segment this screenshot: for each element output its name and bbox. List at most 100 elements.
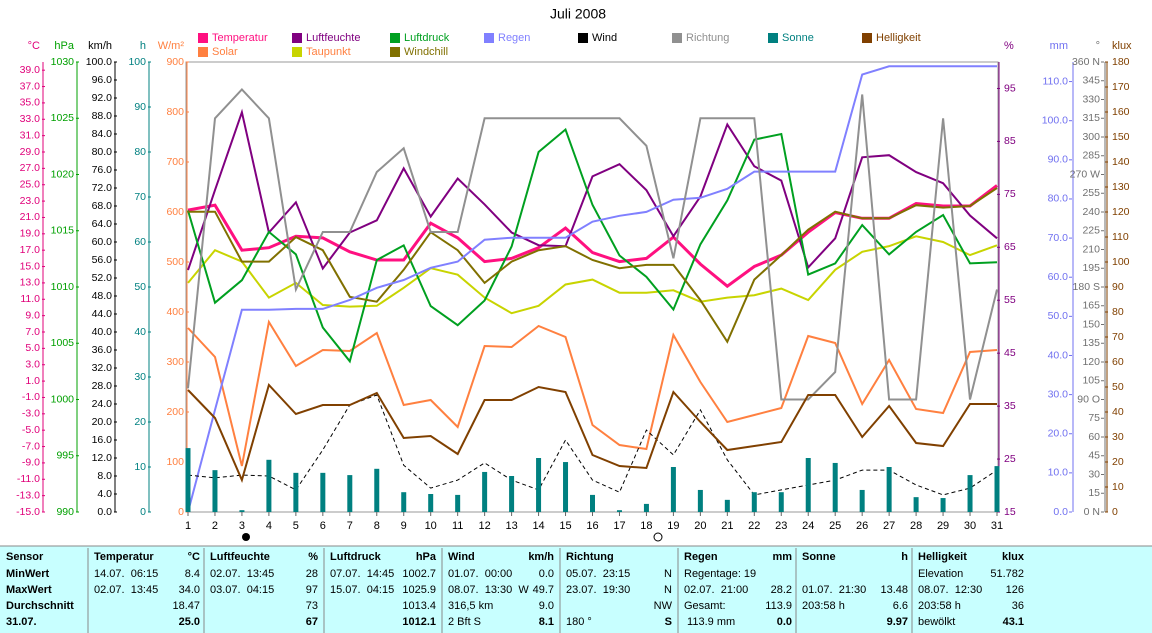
table-value: 0.0 <box>539 568 554 580</box>
y-tick-label: 20 <box>134 416 146 428</box>
legend-swatch <box>198 47 208 57</box>
x-tick-label: 30 <box>964 520 976 532</box>
y-tick-label: 240 <box>1082 206 1100 218</box>
legend-swatch <box>862 33 872 43</box>
y-tick-label: 24.0 <box>92 398 113 410</box>
table-value: 18.47 <box>172 600 200 612</box>
y-tick-label: 55 <box>1004 294 1016 306</box>
y-tick-label: 0 <box>1112 506 1118 518</box>
bar <box>509 476 515 512</box>
y-tick-label: 100 <box>128 56 146 68</box>
legend-swatch <box>768 33 778 43</box>
y-tick-label: 0.0 <box>1053 506 1068 518</box>
table-value: 36 <box>1012 600 1024 612</box>
y-tick-label: 68.0 <box>92 200 113 212</box>
y-tick-label: 56.0 <box>92 254 113 266</box>
legend-label: Luftfeuchte <box>306 32 360 44</box>
y-tick-label: 0 <box>140 506 146 518</box>
legend-label: Richtung <box>686 32 729 44</box>
y-tick-label: 995 <box>56 450 74 462</box>
x-tick-label: 7 <box>347 520 353 532</box>
legend-label: Solar <box>212 46 238 58</box>
table-cell: 02.07. 21:00 <box>684 584 748 596</box>
bar <box>266 459 272 512</box>
legend-swatch <box>578 33 588 43</box>
y-tick-label: 96.0 <box>92 74 113 86</box>
table-header: Richtung <box>566 551 614 563</box>
y-tick-label: 130 <box>1112 181 1130 193</box>
y-tick-label: 65 <box>1004 241 1016 253</box>
x-tick-label: 16 <box>586 520 598 532</box>
x-tick-label: 18 <box>640 520 652 532</box>
table-cell: 05.07. 23:15 <box>566 568 630 580</box>
y-tick-label: -11.0 <box>17 473 40 485</box>
legend-swatch <box>390 33 400 43</box>
y-tick-label: 31.0 <box>20 129 41 141</box>
bar <box>293 472 299 512</box>
bar <box>643 503 649 512</box>
bar <box>347 475 353 512</box>
y-tick-label: -1.0 <box>22 391 40 403</box>
y-tick-label: 285 <box>1082 150 1100 162</box>
y-tick-label: 25.0 <box>20 179 41 191</box>
x-tick-label: 5 <box>293 520 299 532</box>
y-tick-label: 30 <box>134 371 146 383</box>
y-tick-label: 150 <box>1082 318 1100 330</box>
moon-icon <box>653 532 663 542</box>
table-value: NW <box>654 600 673 612</box>
y-tick-label: 160 <box>1112 106 1130 118</box>
y-tick-label: 21.0 <box>20 211 41 223</box>
table-cell: 07.07. 14:45 <box>330 568 394 580</box>
bar <box>536 458 542 512</box>
y-tick-label: 90 <box>134 101 146 113</box>
bar <box>886 467 892 512</box>
y-tick-label: 40.0 <box>92 326 113 338</box>
table-value: 1002.7 <box>402 568 436 580</box>
x-tick-label: 6 <box>320 520 326 532</box>
y-tick-label: 4.0 <box>97 488 112 500</box>
bar <box>320 472 326 512</box>
table-value: N <box>664 568 672 580</box>
legend-swatch <box>484 33 494 43</box>
y-tick-label: 80 <box>134 146 146 158</box>
series-line <box>187 235 998 315</box>
legend-swatch <box>198 33 208 43</box>
y-tick-label: 180 S <box>1073 281 1100 293</box>
y-tick-label: 75 <box>1004 188 1016 200</box>
table-header: Sonne <box>802 551 836 563</box>
y-tick-label: 60 <box>1088 431 1100 443</box>
bar <box>724 499 730 512</box>
y-tick-label: 500 <box>166 256 184 268</box>
y-tick-label: 195 <box>1082 262 1100 274</box>
table-value: 1013.4 <box>402 600 436 612</box>
legend-swatch <box>672 33 682 43</box>
x-tick-label: 27 <box>883 520 895 532</box>
table-cell: 113.9 mm <box>684 616 735 628</box>
y-tick-label: 345 <box>1082 75 1100 87</box>
table-cell: bewölkt <box>918 616 955 628</box>
bar <box>563 462 569 512</box>
table-value: 28.2 <box>771 584 792 596</box>
table-cell: Durchschnitt <box>6 600 74 612</box>
table-cell: 08.07. 13:30 W <box>448 584 529 596</box>
y-tick-label: 39.0 <box>20 64 41 76</box>
table-value: 97 <box>306 584 318 596</box>
table-cell: 02.07. 13:45 <box>210 568 274 580</box>
y-tick-label: 72.0 <box>92 182 113 194</box>
series-line <box>187 394 998 496</box>
y-tick-label: 11.0 <box>20 293 40 305</box>
x-tick-label: 29 <box>937 520 949 532</box>
table-header: Wind <box>448 551 475 563</box>
y-tick-label: 52.0 <box>92 272 113 284</box>
axis-unit: W/m² <box>158 40 185 52</box>
y-tick-label: 76.0 <box>92 164 113 176</box>
y-tick-label: 400 <box>166 306 184 318</box>
table-value: 73 <box>306 600 318 612</box>
table-header-unit: mm <box>772 551 792 563</box>
table-header-unit: klux <box>1002 551 1025 563</box>
x-tick-label: 24 <box>802 520 814 532</box>
table-cell: 15.07. 04:15 <box>330 584 394 596</box>
y-tick-label: 25 <box>1004 453 1016 465</box>
table-bg <box>0 546 1152 633</box>
table-value: 13.48 <box>880 584 908 596</box>
